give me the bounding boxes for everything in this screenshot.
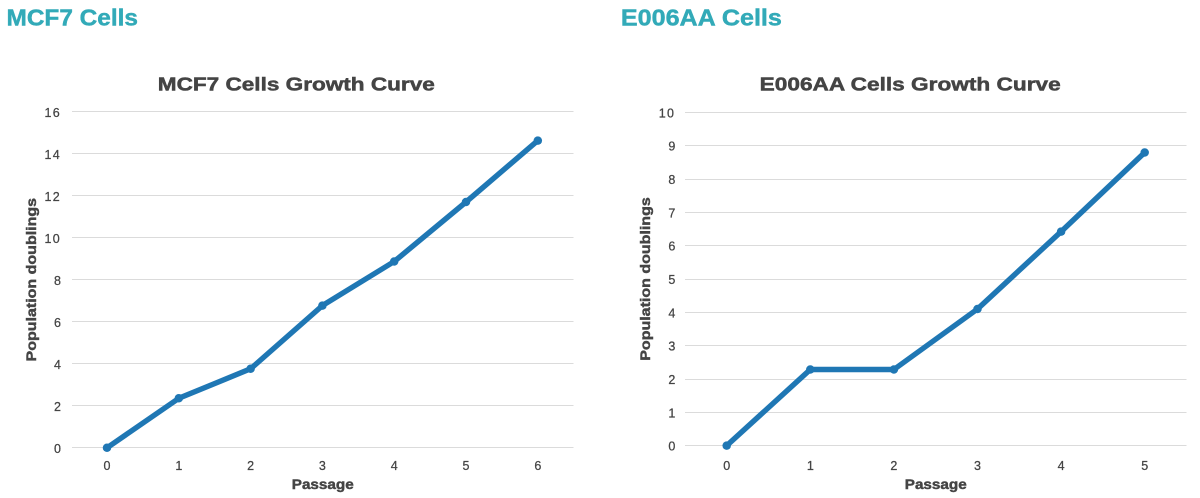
svg-text:3: 3 [974, 459, 981, 473]
svg-text:4: 4 [54, 358, 61, 372]
svg-text:0: 0 [54, 442, 61, 456]
svg-text:E006AA Cells Growth Curve: E006AA Cells Growth Curve [760, 74, 1061, 95]
svg-text:0: 0 [104, 459, 111, 473]
svg-text:E006AA Cells: E006AA Cells [621, 4, 782, 30]
svg-text:5: 5 [668, 273, 675, 287]
svg-text:2: 2 [247, 459, 254, 473]
svg-text:6: 6 [668, 240, 675, 254]
svg-text:7: 7 [668, 206, 675, 220]
svg-text:14: 14 [44, 148, 61, 162]
svg-text:1: 1 [668, 406, 675, 420]
svg-text:6: 6 [54, 316, 61, 330]
svg-text:8: 8 [54, 274, 61, 288]
svg-text:MCF7 Cells: MCF7 Cells [7, 5, 139, 31]
svg-text:3: 3 [319, 459, 326, 473]
svg-text:MCF7 Cells Growth Curve: MCF7 Cells Growth Curve [158, 74, 435, 95]
svg-text:1: 1 [175, 459, 182, 473]
svg-text:Passage: Passage [292, 476, 354, 492]
svg-text:2: 2 [668, 373, 675, 387]
svg-text:5: 5 [1141, 459, 1148, 473]
svg-text:4: 4 [391, 459, 398, 473]
svg-text:8: 8 [668, 173, 675, 187]
svg-text:10: 10 [659, 106, 676, 120]
svg-text:4: 4 [668, 306, 675, 320]
svg-text:Population doublings: Population doublings [637, 197, 653, 361]
svg-text:3: 3 [668, 340, 675, 354]
svg-text:Population doublings: Population doublings [23, 198, 39, 362]
svg-text:0: 0 [668, 440, 675, 454]
svg-text:16: 16 [44, 106, 61, 120]
svg-text:6: 6 [534, 459, 541, 473]
svg-text:4: 4 [1058, 459, 1065, 473]
svg-text:2: 2 [54, 400, 61, 414]
svg-text:5: 5 [463, 459, 470, 473]
svg-text:Passage: Passage [905, 476, 967, 492]
svg-text:1: 1 [807, 459, 814, 473]
svg-text:0: 0 [723, 459, 730, 473]
svg-text:2: 2 [890, 459, 897, 473]
svg-text:12: 12 [44, 190, 61, 204]
svg-text:10: 10 [44, 232, 61, 246]
svg-text:9: 9 [668, 140, 675, 154]
